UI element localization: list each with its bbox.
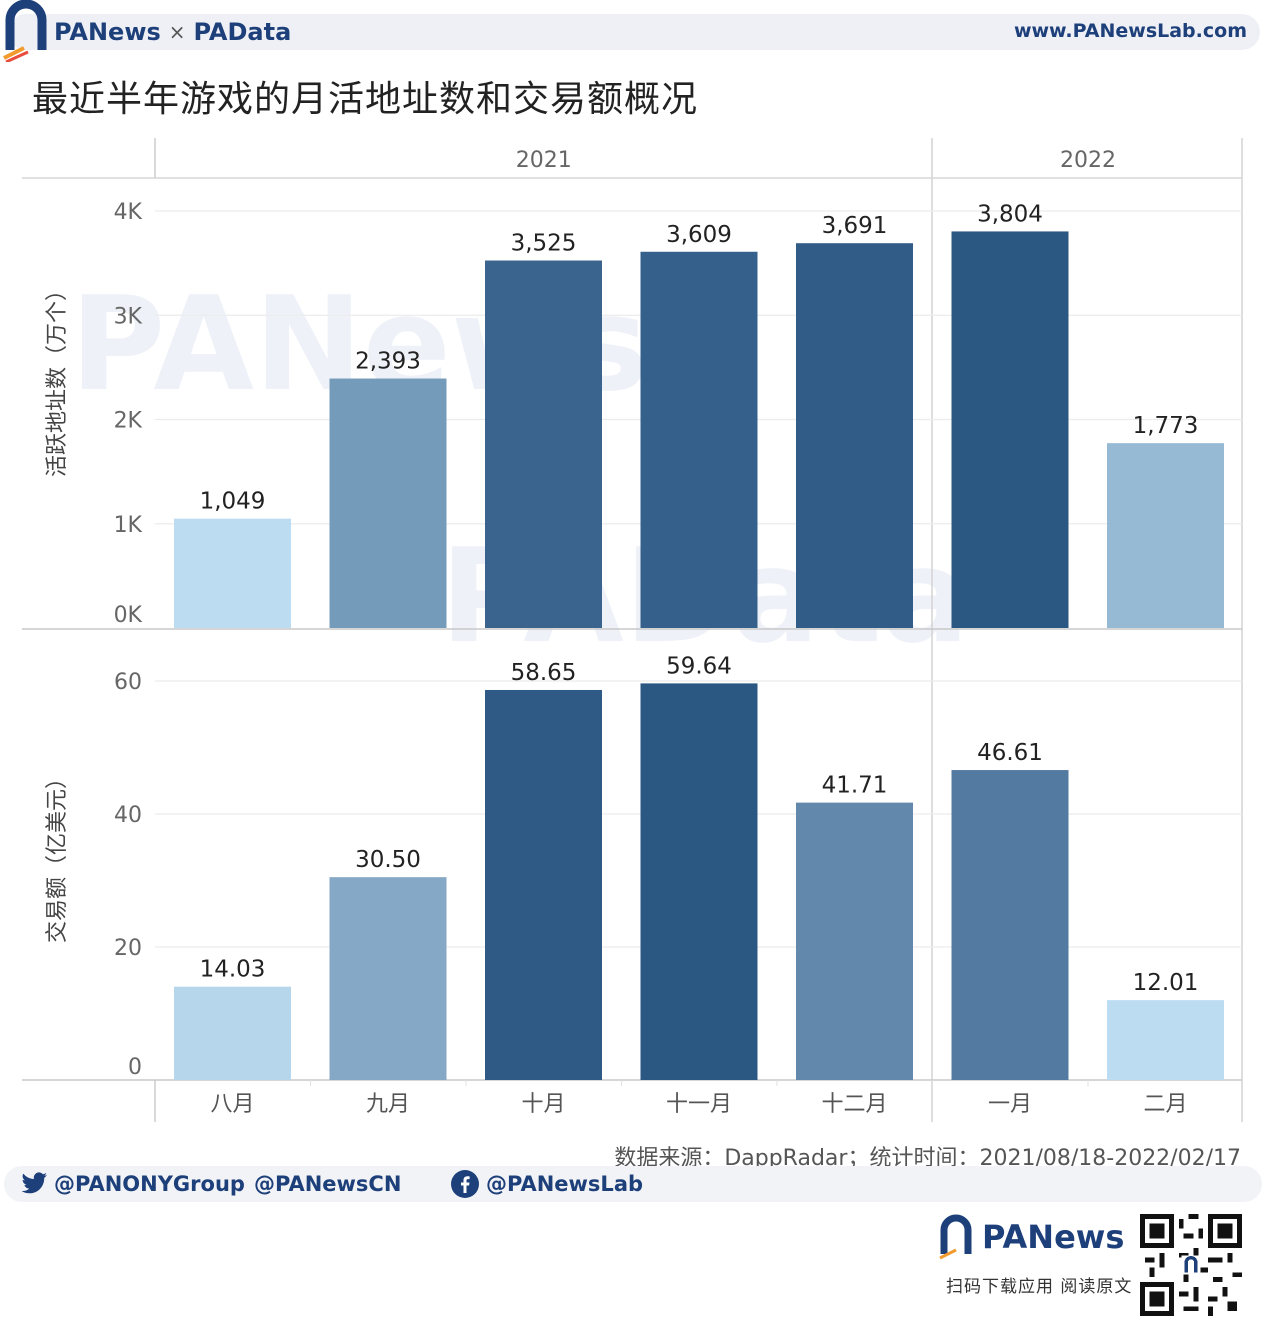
twitter-group-handle: @PANONYGroup (54, 1172, 245, 1196)
panel2-ytick-label: 60 (114, 670, 142, 695)
panel2-data-label: 41.71 (822, 773, 888, 799)
panel1-ytick-label: 4K (114, 200, 143, 225)
panel1-bar-4 (796, 243, 913, 628)
qr-code-icon[interactable] (1140, 1214, 1242, 1316)
panel2-bar-6 (1107, 1000, 1224, 1080)
category-label: 二月 (1143, 1092, 1187, 1117)
panel1-bar-5 (951, 231, 1069, 629)
panel2-data-label: 12.01 (1133, 970, 1199, 996)
twitter-cn-handle: @PANewsCN (254, 1172, 402, 1196)
panel1-ytick-label: 1K (114, 513, 143, 538)
page-title: 最近半年游戏的月活地址数和交易额概况 (32, 79, 699, 120)
panel2-data-label: 14.03 (200, 957, 266, 983)
category-label: 九月 (366, 1092, 410, 1117)
brand-left: PANews (54, 18, 161, 46)
panel1-bar-2 (485, 260, 602, 628)
panel1-bar-6 (1107, 443, 1224, 628)
panel1-data-label: 2,393 (355, 349, 421, 375)
panel2-data-label: 58.65 (511, 660, 577, 686)
panel2-ytick-label: 40 (114, 803, 142, 828)
panel1-bar-0 (174, 518, 291, 628)
panel2-ylabel: 交易额（亿美元） (45, 767, 70, 943)
bar-chart: 2021 2022 0K 1K 2K 3K 4K 活跃地址数（万个） 1,049 2,393 3,5… (22, 138, 1243, 1122)
social-facebook[interactable]: @PANewsLab (450, 1170, 643, 1198)
panews-footer-logo-icon (939, 1214, 972, 1260)
category-label: 十二月 (821, 1092, 887, 1117)
brand-separator: × (168, 20, 186, 44)
panel2-bar-3 (640, 683, 758, 1080)
social-twitter-cn[interactable]: @PANewsCN (254, 1170, 401, 1198)
brand-right: PAData (193, 18, 292, 46)
panel1-data-label: 3,804 (977, 201, 1043, 227)
panel2-data-label: 46.61 (977, 740, 1043, 766)
twitter-icon (21, 1172, 47, 1194)
category-label: 八月 (210, 1092, 254, 1117)
year-label-2021: 2021 (516, 148, 572, 173)
panel2-bar-4 (796, 802, 913, 1080)
panel1-data-label: 3,609 (666, 222, 732, 248)
site-url-link[interactable]: www.PANewsLab.com (1013, 20, 1247, 42)
panel1-bar-3 (640, 251, 758, 628)
panel2-bar-2 (485, 689, 602, 1080)
panel1-ytick-label: 3K (114, 304, 143, 329)
header-bar (8, 14, 1260, 50)
category-label: 十一月 (666, 1092, 732, 1117)
panel1-bar-1 (329, 378, 447, 628)
panel1-data-label: 3,691 (822, 213, 888, 239)
panel2-bar-0 (174, 986, 291, 1080)
footer-brand: PANews (938, 1214, 1124, 1260)
facebook-handle: @PANewsLab (486, 1172, 644, 1196)
panel2-ytick-label: 20 (114, 936, 142, 961)
panel2-bar-1 (329, 877, 447, 1080)
panel2-data-label: 59.64 (666, 653, 732, 679)
panel1-ytick-label: 2K (114, 409, 143, 434)
panel1-data-label: 1,049 (200, 489, 266, 515)
panel1-ytick-label: 0K (114, 603, 143, 628)
year-label-2022: 2022 (1060, 148, 1116, 173)
panel1-data-label: 3,525 (511, 231, 577, 257)
panel2-bar-5 (951, 770, 1069, 1080)
panel1-ylabel: 活跃地址数（万个） (45, 279, 70, 477)
panel2-ytick-label: 0 (128, 1055, 142, 1080)
panews-logo-icon (3, 0, 47, 62)
category-label: 一月 (988, 1092, 1032, 1117)
footer-subtitle: 扫码下载应用 阅读原文 (946, 1277, 1133, 1297)
panel2-data-label: 30.50 (355, 847, 421, 873)
category-label: 十月 (521, 1092, 565, 1117)
footer-brand-text: PANews (982, 1218, 1125, 1256)
facebook-icon (451, 1170, 479, 1198)
panel1-data-label: 1,773 (1133, 413, 1199, 439)
social-twitter-group[interactable]: @PANONYGroup (20, 1170, 245, 1198)
social-bar (4, 1166, 1262, 1202)
brand-header: PANews × PAData (54, 16, 291, 48)
